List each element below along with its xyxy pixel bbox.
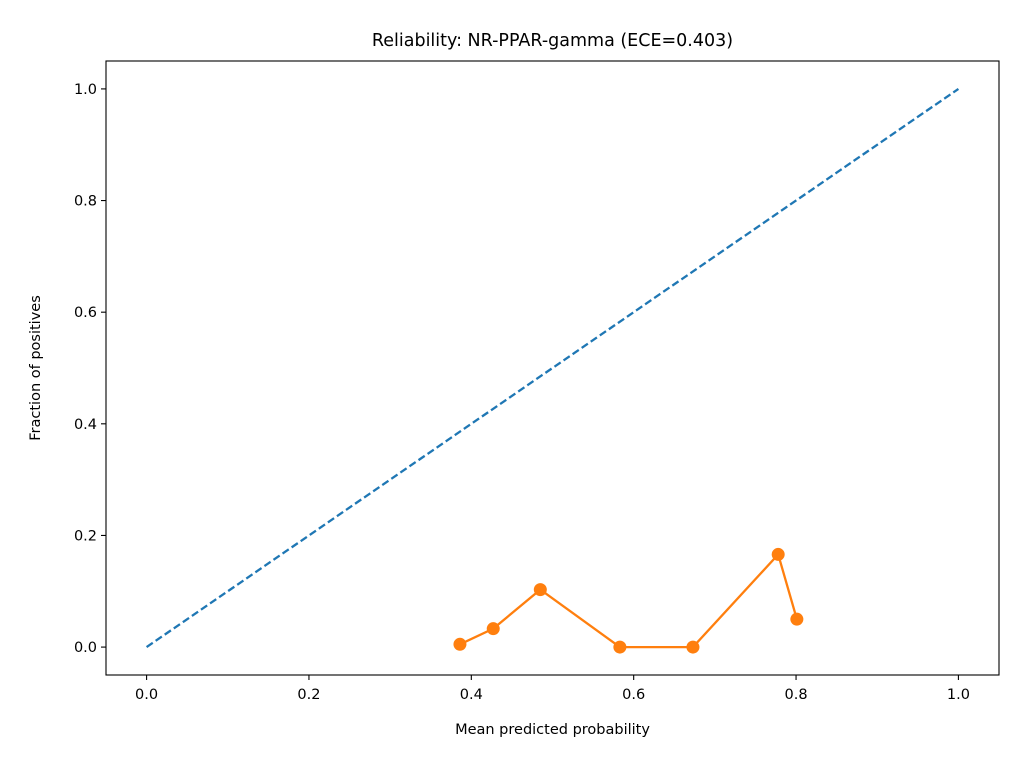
plot-area: [145, 87, 960, 654]
calibration-point: [453, 637, 467, 651]
y-tick-label: 0.6: [74, 305, 97, 321]
calibration-point: [790, 612, 804, 626]
x-tick-label: 0.6: [622, 687, 645, 703]
calibration-point: [686, 640, 700, 654]
y-tick-label: 0.8: [74, 194, 97, 210]
y-tick-label: 0.2: [74, 528, 97, 544]
axis-ticks: 0.0 0.2 0.4 0.6 0.8 1.0 0.0 0.2 0.4 0.6 0.8 1.0: [74, 82, 970, 703]
calibration-point: [486, 622, 500, 636]
x-axis-label: Mean predicted probability: [455, 722, 650, 738]
y-tick-label: 0.4: [74, 417, 97, 433]
perfect-calibration-line: [145, 87, 960, 649]
y-tick-label: 0.0: [74, 640, 97, 656]
y-axis-label: Fraction of positives: [28, 295, 44, 441]
x-tick-label: 0.8: [785, 687, 808, 703]
calibration-point: [771, 547, 785, 561]
calibration-point: [613, 640, 627, 654]
x-tick-label: 0.2: [297, 687, 320, 703]
calibration-point: [533, 583, 547, 597]
chart-title: Reliability: NR-PPAR-gamma (ECE=0.403): [372, 31, 733, 51]
plot-frame: [105, 60, 1000, 676]
x-tick-label: 1.0: [947, 687, 970, 703]
x-tick-label: 0.4: [460, 687, 483, 703]
y-tick-label: 1.0: [74, 82, 97, 98]
x-tick-label: 0.0: [135, 687, 158, 703]
